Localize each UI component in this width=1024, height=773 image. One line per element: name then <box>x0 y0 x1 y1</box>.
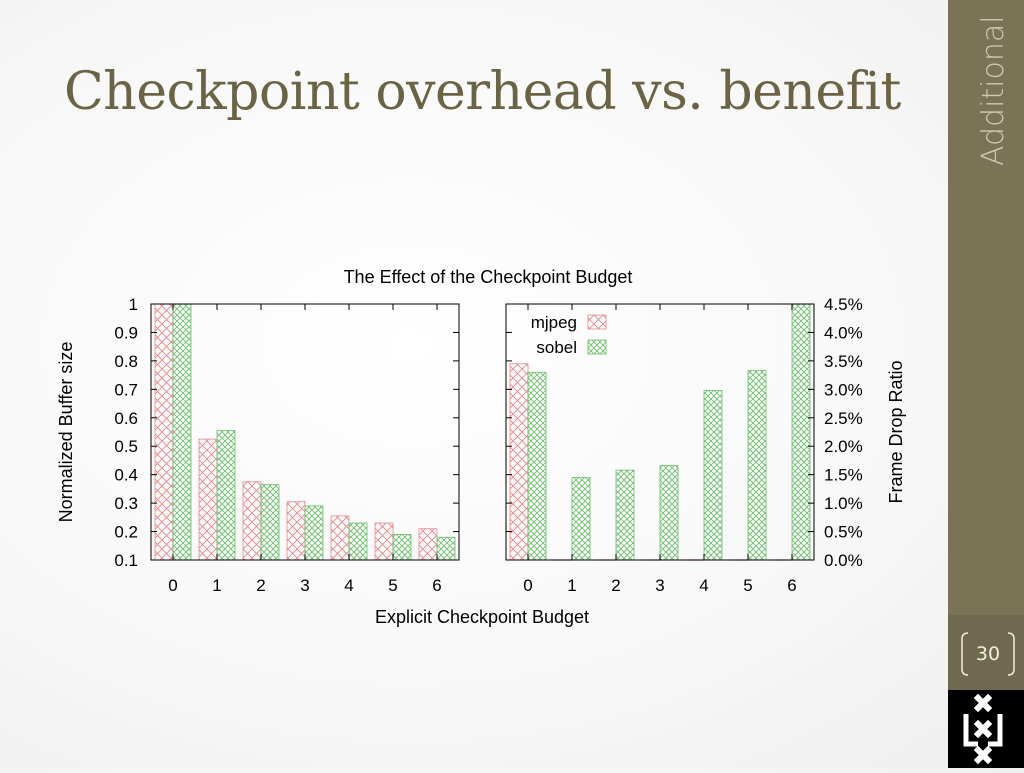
x-tick-label: 1 <box>212 576 221 595</box>
x-tick-label: 6 <box>432 576 441 595</box>
y-tick-label: 0.9 <box>114 323 138 342</box>
y-tick-label: 1 <box>129 295 138 314</box>
page-number-panel <box>948 615 1024 690</box>
x-tick-label: 6 <box>787 576 796 595</box>
x-tick-label: 0 <box>168 576 177 595</box>
bar-mjpeg-0 <box>154 303 174 561</box>
x-tick-label: 3 <box>655 576 664 595</box>
section-label: Additional <box>976 15 1011 166</box>
y-tick-label: 0.1 <box>114 551 138 570</box>
x-tick-label: 3 <box>300 576 309 595</box>
x-axis-label: Explicit Checkpoint Budget <box>375 607 589 627</box>
bar-sobel-0 <box>172 303 192 561</box>
slide-title: Checkpoint overhead vs. benefit <box>64 62 901 122</box>
bar-mjpeg-1 <box>198 438 218 561</box>
y-tick-label: 0.0% <box>824 551 863 570</box>
legend-swatch-sobel <box>587 339 607 355</box>
page-number-bracket <box>961 632 1015 676</box>
y-tick-label: 0.3 <box>114 494 138 513</box>
bar-sobel-1 <box>571 477 591 561</box>
y-tick-label: 0.2 <box>114 523 138 542</box>
page-number: 30 <box>975 643 1001 665</box>
bar-sobel-5 <box>392 534 412 561</box>
legend-label-sobel: sobel <box>536 338 577 357</box>
right-panel: 0.0% 0.5% 1.0% 1.5% 2.0% 2.5% 3.0% 3.5% 4.0% 4.5%… <box>505 295 863 595</box>
bar-mjpeg-6 <box>418 528 438 561</box>
y-axis-label-left: Normalized Buffer size <box>56 342 76 523</box>
checkpoint-budget-chart: The Effect of the Checkpoint Budget Expl… <box>56 267 906 627</box>
y-tick-label: 0.6 <box>114 409 138 428</box>
x-tick-label: 2 <box>611 576 620 595</box>
legend: mjpeg sobel <box>531 313 607 357</box>
bar-mjpeg-4 <box>330 515 350 561</box>
y-tick-label: 2.5% <box>824 409 863 428</box>
y-tick-label: 0.7 <box>114 380 138 399</box>
x-tick-label: 4 <box>699 576 708 595</box>
y-tick-label: 2.0% <box>824 437 863 456</box>
bar-sobel-6 <box>436 536 456 561</box>
sidebar-bar <box>948 0 1024 615</box>
legend-swatch-mjpeg <box>587 314 607 330</box>
chart-title: The Effect of the Checkpoint Budget <box>344 267 633 287</box>
bar-mjpeg-0 <box>509 363 529 561</box>
bar-sobel-1 <box>216 430 236 561</box>
bar-sobel-6 <box>791 303 811 561</box>
y-tick-label: 0.4 <box>114 466 138 485</box>
y-tick-label: 3.0% <box>824 380 863 399</box>
x-tick-label: 4 <box>344 576 353 595</box>
y-tick-label: 0.8 <box>114 352 138 371</box>
x-tick-label: 2 <box>256 576 265 595</box>
y-tick-label: 0.5 <box>114 437 138 456</box>
bar-sobel-3 <box>304 505 324 561</box>
bar-mjpeg-5 <box>374 522 394 561</box>
bar-mjpeg-3 <box>286 501 306 561</box>
y-tick-label: 1.0% <box>824 494 863 513</box>
bar-sobel-5 <box>747 370 767 561</box>
legend-label-mjpeg: mjpeg <box>531 313 577 332</box>
y-tick-label: 1.5% <box>824 466 863 485</box>
y-tick-label: 0.5% <box>824 523 863 542</box>
left-panel: 0.1 0.2 0.3 0.4 0.5 0.6 0.7 0.8 0.9 1 0 1 2 3 4 5 6 <box>114 295 460 595</box>
bar-sobel-0 <box>527 371 547 561</box>
bar-sobel-3 <box>659 465 679 561</box>
bar-sobel-4 <box>348 522 368 561</box>
x-tick-label: 1 <box>567 576 576 595</box>
bar-mjpeg-2 <box>242 481 262 561</box>
bar-sobel-4 <box>703 390 723 561</box>
bar-sobel-2 <box>615 469 635 561</box>
x-tick-label: 5 <box>743 576 752 595</box>
y-tick-label: 4.0% <box>824 323 863 342</box>
y-axis-label-right: Frame Drop Ratio <box>886 360 906 503</box>
y-tick-label: 4.5% <box>824 295 863 314</box>
x-tick-label: 5 <box>388 576 397 595</box>
bar-sobel-2 <box>260 484 280 561</box>
y-tick-label: 3.5% <box>824 352 863 371</box>
uva-logo-icon <box>948 690 1024 768</box>
x-tick-label: 0 <box>523 576 532 595</box>
